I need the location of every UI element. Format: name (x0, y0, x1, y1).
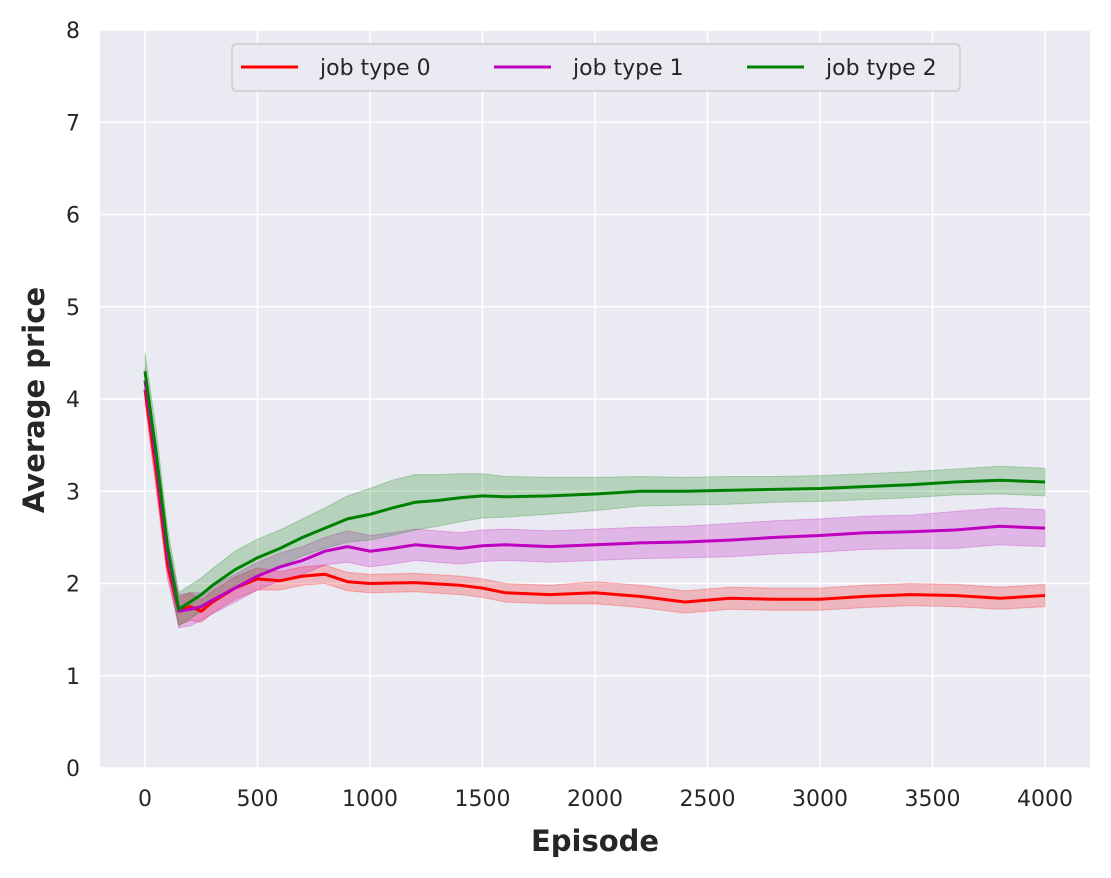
y-tick-label: 2 (66, 573, 80, 598)
x-tick-label: 3000 (792, 787, 848, 812)
series-line-1 (143, 380, 1046, 613)
legend: job type 0 job type 1 job type 2 (231, 43, 961, 92)
legend-label-2: job type 2 (825, 56, 937, 81)
grid-lines (100, 29, 1090, 769)
x-tick-label: 2500 (680, 787, 736, 812)
x-tick-label: 4000 (1017, 787, 1073, 812)
x-axis-title: Episode (531, 824, 659, 858)
x-tick-label: 500 (237, 787, 279, 812)
x-tick-label: 0 (138, 787, 152, 812)
y-tick-label: 7 (66, 111, 80, 136)
y-tick-label: 0 (66, 757, 80, 782)
y-tick-labels: 0 1 2 3 4 5 6 7 8 (66, 19, 80, 782)
legend-label-1: job type 1 (572, 56, 684, 81)
x-tick-label: 3500 (905, 787, 961, 812)
x-tick-label: 1500 (455, 787, 511, 812)
y-axis-title: Average price (17, 287, 51, 513)
series-band-2 (144, 352, 1046, 627)
y-tick-label: 4 (66, 388, 80, 413)
x-tick-label: 2000 (567, 787, 623, 812)
y-tick-label: 3 (66, 480, 80, 505)
legend-label-0: job type 0 (319, 56, 431, 81)
y-tick-label: 1 (66, 665, 80, 690)
series-lines (143, 371, 1046, 613)
y-tick-label: 5 (66, 296, 80, 321)
legend-box (231, 43, 961, 92)
y-tick-label: 8 (66, 19, 80, 44)
x-tick-label: 1000 (342, 787, 398, 812)
series-line-0 (143, 389, 1046, 613)
x-tick-labels: 0 500 1000 1500 2000 2500 3000 3500 4000 (138, 787, 1073, 812)
series-band-0 (144, 375, 1046, 626)
variability-bands (144, 352, 1046, 629)
series-line-2 (143, 371, 1046, 611)
y-tick-label: 6 (66, 204, 80, 229)
